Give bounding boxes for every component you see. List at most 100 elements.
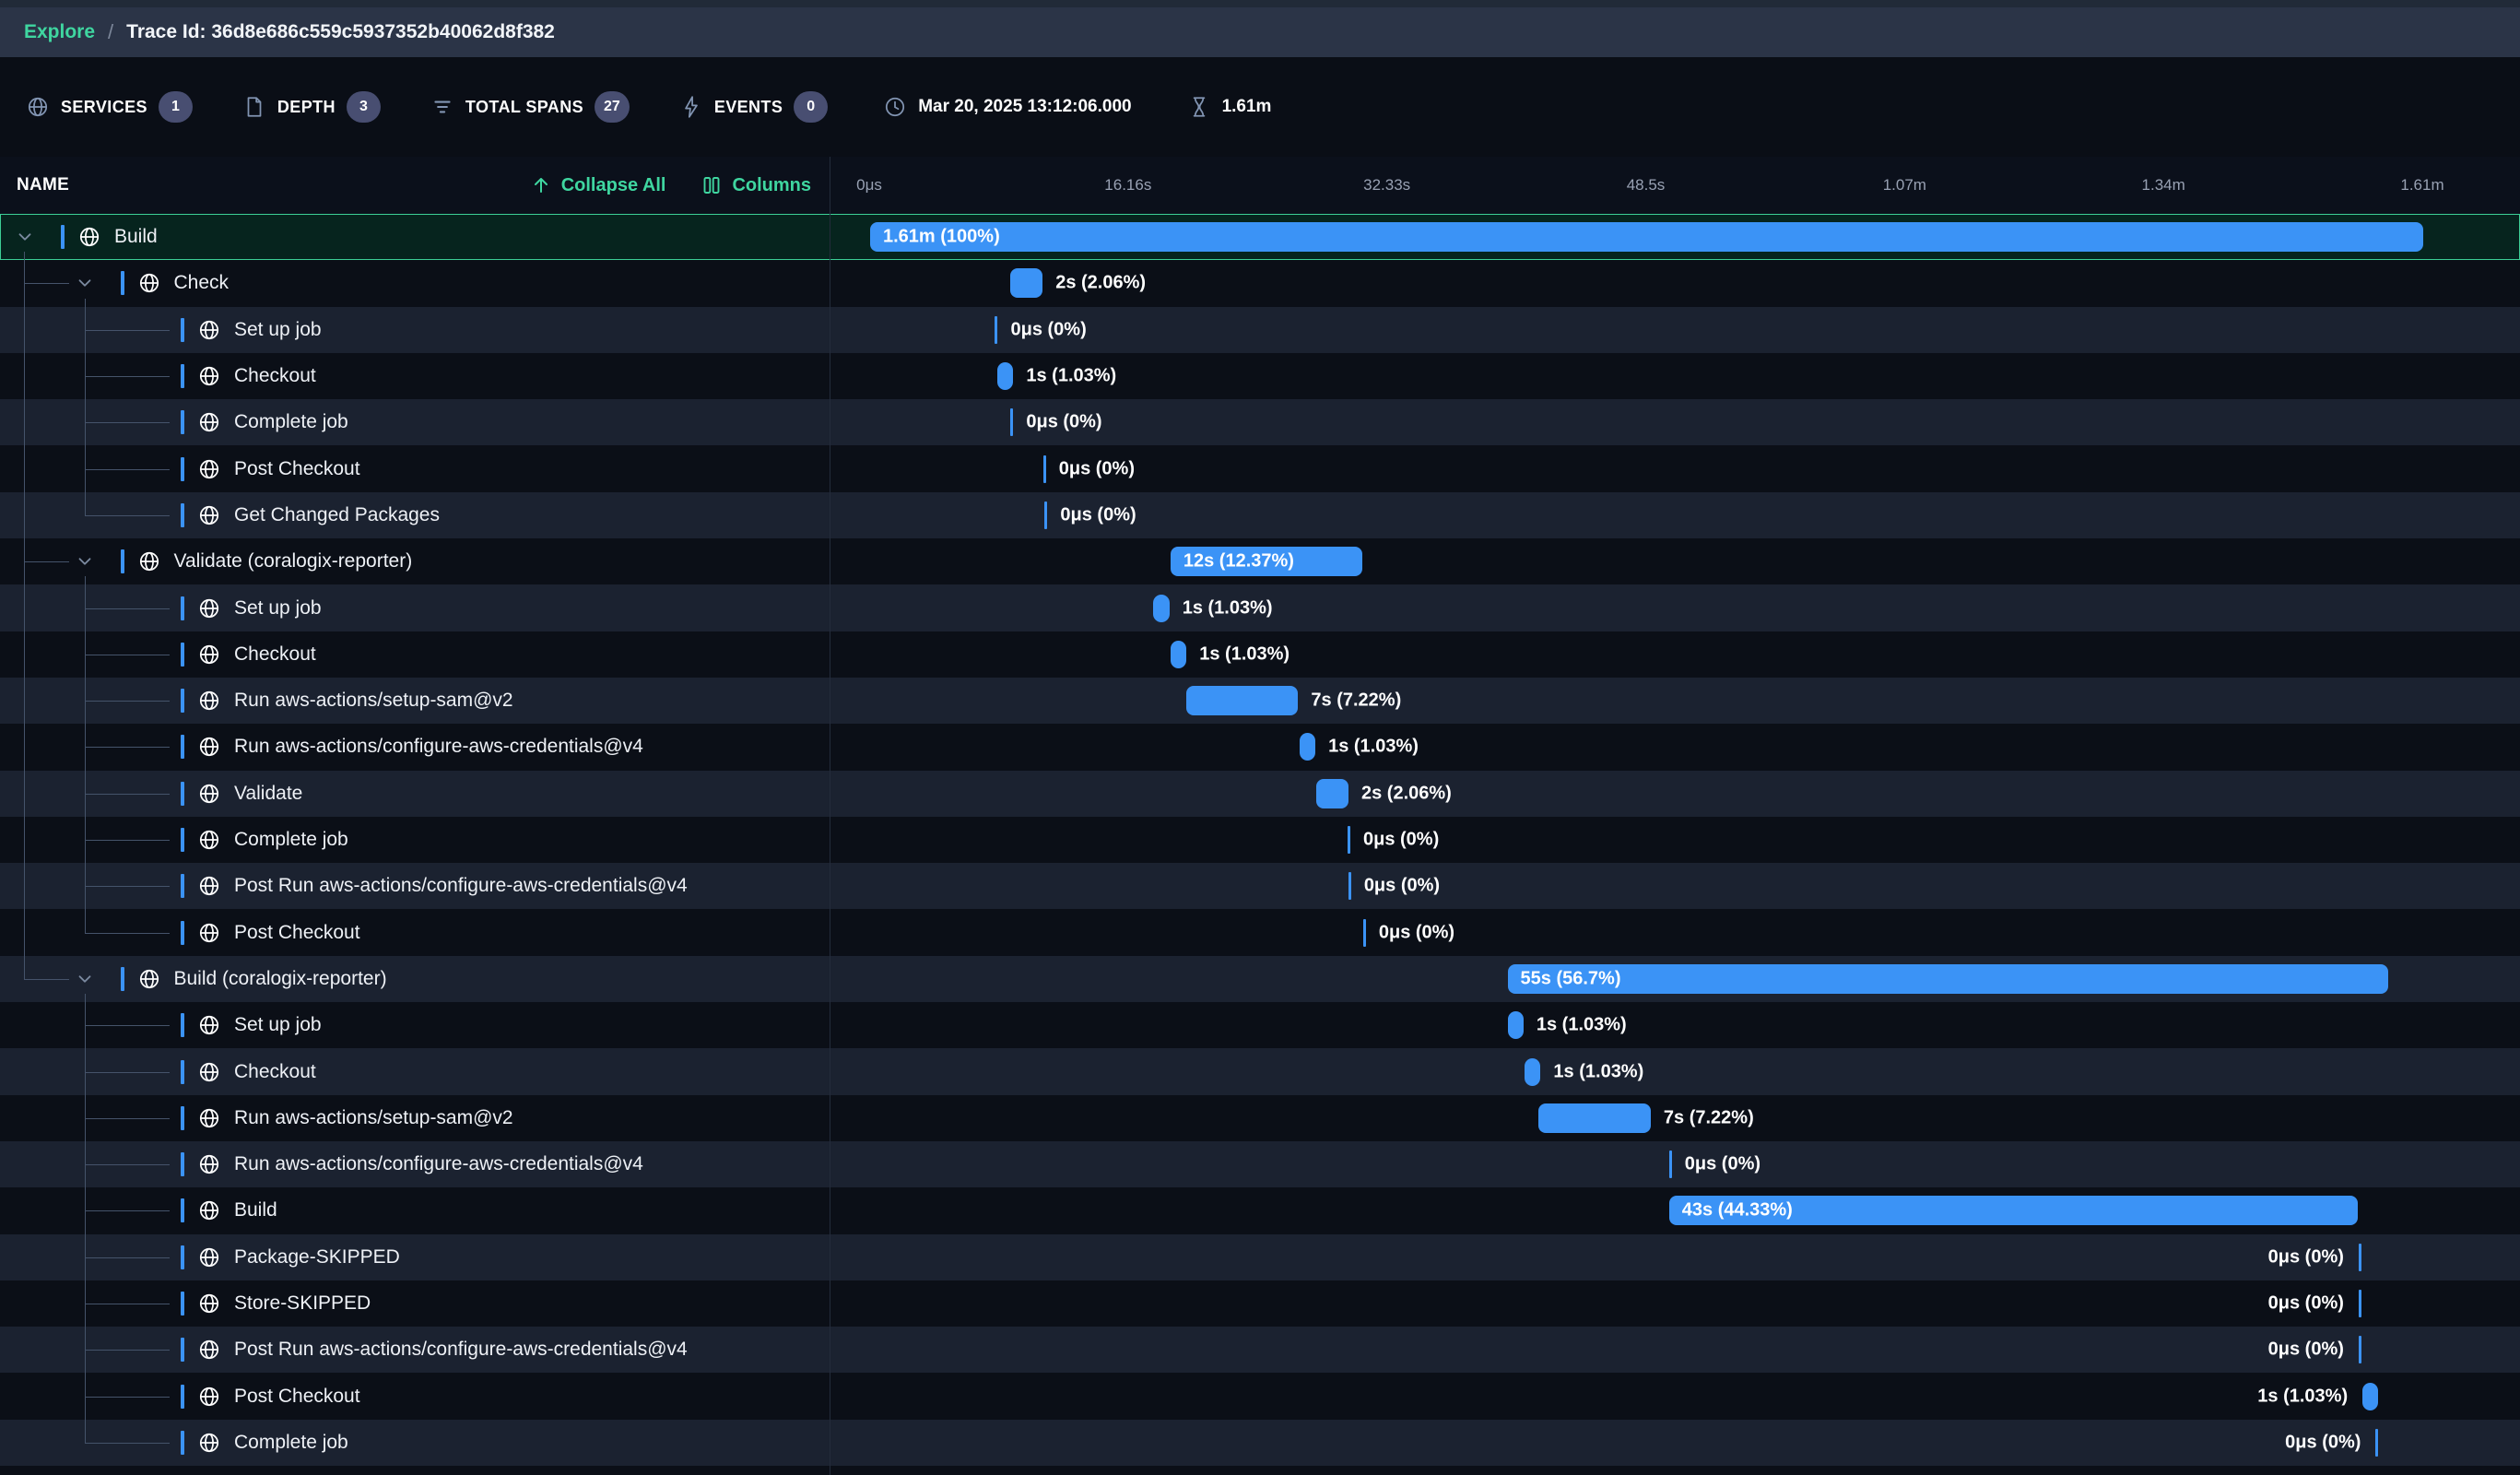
span-accent-bar [181, 1384, 184, 1409]
globe-icon [197, 457, 221, 481]
span-accent-bar [181, 828, 184, 853]
span-duration-bar[interactable] [2358, 1290, 2361, 1318]
span-duration-bar[interactable] [997, 362, 1014, 391]
breadcrumb-explore-link[interactable]: Explore [24, 21, 96, 42]
globe-icon [197, 921, 221, 945]
span-duration-bar[interactable] [1170, 547, 1363, 577]
globe-icon [197, 1245, 221, 1269]
collapse-all-button[interactable]: Collapse All [530, 174, 665, 196]
span-duration-label: 1.61m (100%) [883, 226, 1000, 247]
span-duration-label: 0μs (0%) [1058, 458, 1135, 479]
globe-icon [197, 1198, 221, 1222]
trace-row[interactable]: Check 2s (2.06%) [0, 260, 2520, 306]
globe-icon [197, 874, 221, 898]
timeline-tick: 1.61m [2400, 176, 2444, 194]
trace-row[interactable]: Complete job 0μs (0%) [0, 399, 2520, 446]
trace-row[interactable]: Run aws-actions/configure-aws-credential… [0, 724, 2520, 770]
span-duration-label: 55s (56.7%) [1520, 968, 1621, 989]
span-accent-bar [181, 1198, 184, 1223]
span-duration-bar[interactable] [995, 315, 998, 344]
trace-row[interactable]: Set up job 1s (1.03%) [0, 1002, 2520, 1048]
span-name: Build [114, 226, 158, 248]
trace-row[interactable]: Build (coralogix-reporter) 55s (56.7%) [0, 955, 2520, 1003]
span-accent-bar [181, 502, 184, 527]
span-duration-bar[interactable] [1010, 408, 1014, 437]
globe-icon [197, 503, 221, 527]
tree-vertical-line [84, 994, 86, 1443]
trace-row[interactable]: Build 1.61m (100%) [0, 214, 2520, 261]
trace-row[interactable]: Complete job 0μs (0%) [0, 817, 2520, 863]
trace-row[interactable]: Set up job 0μs (0%) [0, 306, 2520, 353]
span-duration-bar[interactable] [1538, 1103, 1651, 1133]
columns-icon [701, 174, 723, 196]
chevron-down-icon[interactable] [75, 969, 95, 989]
trace-row[interactable]: Post Checkout 0μs (0%) [0, 910, 2520, 956]
stat-services: SERVICES 1 [26, 91, 193, 123]
trace-row[interactable]: Checkout 1s (1.03%) [0, 1048, 2520, 1095]
name-column-header: NAME [17, 175, 70, 195]
span-duration-label: 0μs (0%) [2267, 1246, 2344, 1268]
tree-connector [84, 701, 170, 702]
span-duration-bar[interactable] [1316, 778, 1348, 808]
span-duration-bar[interactable] [1044, 501, 1048, 529]
trace-row[interactable]: Validate (coralogix-reporter) 12s (12.37%… [0, 538, 2520, 584]
trace-row[interactable]: Complete job 0μs (0%) [0, 1419, 2520, 1467]
span-duration-bar[interactable] [870, 222, 2423, 253]
span-duration-bar[interactable] [1668, 1196, 2358, 1226]
chevron-down-icon[interactable] [75, 551, 95, 572]
span-name: Run aws-actions/setup-sam@v2 [234, 1106, 513, 1128]
span-duration-bar[interactable] [1170, 640, 1187, 668]
trace-row[interactable]: Post Run aws-actions/configure-aws-crede… [0, 1327, 2520, 1374]
trace-row[interactable]: Build 43s (44.33%) [0, 1187, 2520, 1233]
chevron-down-icon[interactable] [15, 227, 35, 247]
span-duration-bar[interactable] [1185, 686, 1299, 716]
span-duration-bar[interactable] [1010, 268, 1043, 299]
span-duration-bar[interactable] [2358, 1243, 2361, 1271]
trace-row[interactable]: Validate 2s (2.06%) [0, 770, 2520, 817]
span-accent-bar [181, 456, 184, 481]
trace-row[interactable]: Checkout 1s (1.03%) [0, 353, 2520, 399]
span-duration-bar[interactable] [2358, 1336, 2361, 1364]
trace-row[interactable]: Run aws-actions/setup-sam@v2 7s (7.22%) [0, 678, 2520, 725]
span-duration-bar[interactable] [1507, 1011, 1524, 1040]
tree-connector [84, 376, 170, 378]
chevron-down-icon[interactable] [75, 273, 95, 293]
span-duration-bar[interactable] [1299, 733, 1316, 761]
span-duration-label: 0μs (0%) [1010, 319, 1087, 340]
trace-row[interactable]: Run aws-actions/configure-aws-credential… [0, 1141, 2520, 1188]
span-duration-bar[interactable] [1668, 1150, 1672, 1179]
stat-label: TOTAL SPANS [465, 97, 584, 116]
span-name: Checkout [234, 1060, 316, 1082]
span-duration-bar[interactable] [1362, 918, 1366, 947]
span-duration-bar[interactable] [1153, 594, 1170, 622]
span-duration-bar[interactable] [1507, 963, 2388, 994]
span-name: Post Checkout [234, 921, 360, 943]
stat-label: SERVICES [61, 97, 147, 116]
span-duration-label: 7s (7.22%) [1663, 1107, 1754, 1128]
globe-icon [77, 225, 101, 249]
span-duration-bar[interactable] [2375, 1428, 2379, 1457]
span-duration-bar[interactable] [1348, 872, 1351, 901]
span-duration-label: 0μs (0%) [1060, 504, 1136, 525]
span-duration-label: 0μs (0%) [2267, 1292, 2344, 1314]
span-duration-bar[interactable] [2362, 1382, 2379, 1410]
trace-row[interactable]: Package-SKIPPED 0μs (0%) [0, 1233, 2520, 1280]
trace-row[interactable]: Post Checkout 0μs (0%) [0, 446, 2520, 492]
trace-row[interactable]: Store-SKIPPED 0μs (0%) [0, 1280, 2520, 1327]
breadcrumb-separator: / [108, 20, 114, 43]
span-duration-bar[interactable] [1525, 1057, 1541, 1086]
span-duration-bar[interactable] [1042, 454, 1046, 483]
trace-row[interactable]: Run aws-actions/setup-sam@v2 7s (7.22%) [0, 1095, 2520, 1141]
stats-list: SERVICES 1 DEPTH 3 TOTAL SPANS 27 EVENTS 0 [26, 91, 829, 123]
stat-value-badge: 3 [346, 91, 381, 123]
trace-row[interactable]: Post Run aws-actions/configure-aws-crede… [0, 863, 2520, 910]
span-accent-bar [120, 549, 124, 574]
trace-row[interactable]: Get Changed Packages 0μs (0%) [0, 491, 2520, 539]
span-duration-bar[interactable] [1347, 826, 1350, 855]
trace-row[interactable]: Checkout 1s (1.03%) [0, 631, 2520, 678]
trace-row[interactable]: Post Checkout 1s (1.03%) [0, 1374, 2520, 1420]
trace-row[interactable]: Set up job 1s (1.03%) [0, 584, 2520, 631]
stat-label: EVENTS [713, 97, 783, 116]
columns-button[interactable]: Columns [701, 174, 811, 196]
span-accent-bar [181, 317, 184, 342]
